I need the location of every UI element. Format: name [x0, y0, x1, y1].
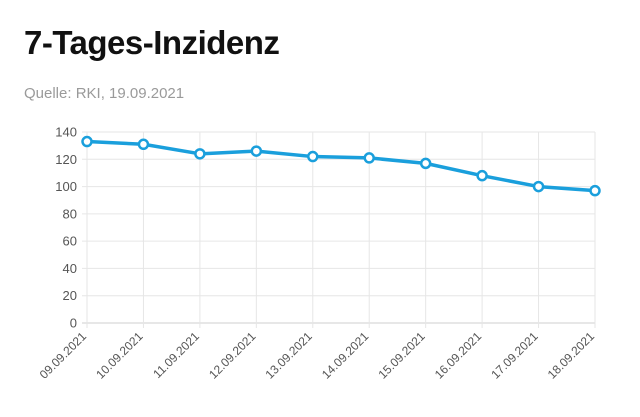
x-tick-label: 11.09.2021: [150, 329, 202, 381]
x-tick-label: 13.09.2021: [263, 329, 316, 382]
chart-title: 7-Tages-Inzidenz: [24, 24, 280, 61]
series-line: [85, 139, 597, 193]
x-tick-label: 16.09.2021: [432, 329, 485, 382]
data-point: [419, 157, 432, 170]
data-point: [363, 152, 375, 164]
source-note: Quelle: RKI, 19.09.2021: [24, 85, 185, 102]
data-point: [194, 148, 206, 160]
y-tick-label: 20: [63, 288, 77, 303]
y-tick-label: 60: [63, 234, 77, 249]
x-tick-label: 10.09.2021: [93, 329, 146, 382]
y-tick-label: 120: [55, 152, 77, 167]
y-tick-label: 0: [70, 316, 77, 331]
data-point: [81, 135, 93, 148]
y-tick-label: 140: [55, 125, 77, 140]
x-tick-label: 17.09.2021: [488, 329, 541, 382]
x-tick-label: 09.09.2021: [37, 329, 90, 382]
y-tick-label: 40: [63, 261, 77, 276]
x-tick-label: 14.09.2021: [319, 329, 372, 382]
y-tick-label: 80: [63, 206, 77, 221]
data-point: [532, 180, 545, 193]
y-axis-ticks: 0 20 40 60 80 100 120 140: [55, 125, 77, 331]
data-point: [137, 138, 150, 151]
x-tick-label: 12.09.2021: [206, 329, 259, 382]
series-layer: [81, 135, 601, 197]
data-point: [476, 169, 488, 182]
data-point: [307, 150, 319, 163]
y-tick-label: 100: [55, 179, 77, 194]
x-tick-label: 18.09.2021: [545, 329, 598, 382]
data-point: [589, 184, 601, 197]
x-axis-ticks: 09.09.2021 10.09.2021 11.09.2021 12.09.2021…: [37, 329, 598, 382]
grid-lines: [82, 131, 596, 328]
x-tick-label: 15.09.2021: [375, 329, 428, 382]
data-point: [250, 145, 263, 157]
